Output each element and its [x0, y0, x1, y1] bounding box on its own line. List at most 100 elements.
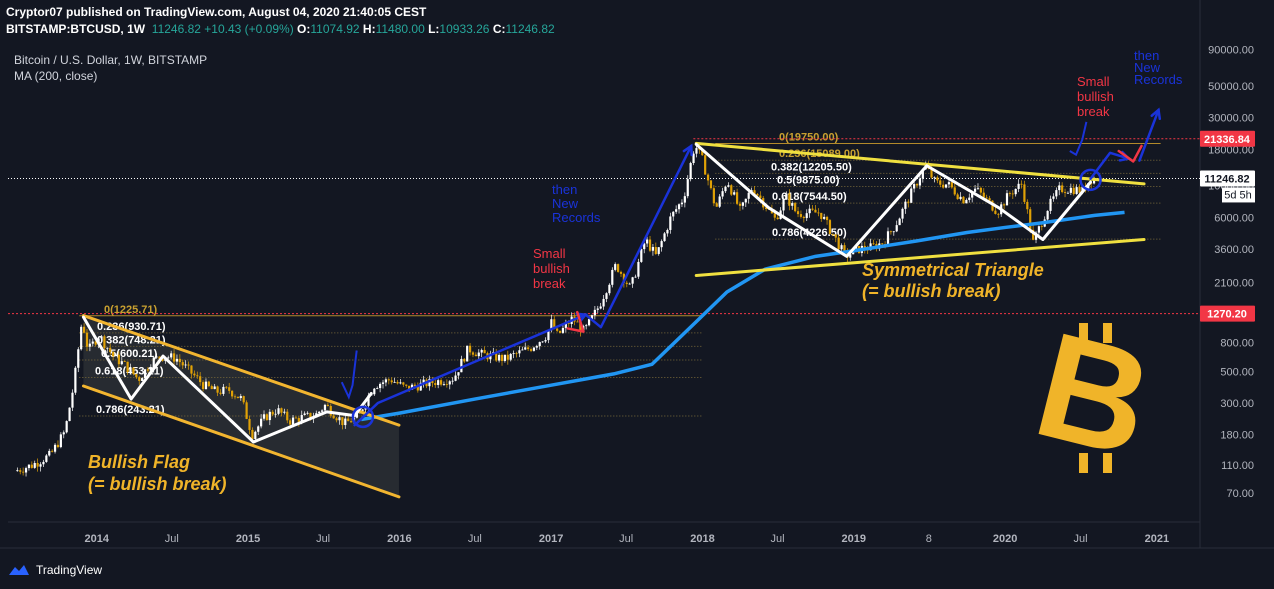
- candle-body: [918, 178, 922, 186]
- close-label: C:: [492, 22, 506, 36]
- candle-body: [442, 384, 446, 385]
- candle-body: [143, 369, 147, 379]
- triangle-label: Symmetrical Triangle: [862, 260, 1044, 280]
- candle-body: [1037, 226, 1041, 233]
- candle-body: [498, 354, 501, 361]
- candle-body: [376, 388, 379, 389]
- price-tag-label: 21336.84: [1204, 134, 1251, 146]
- candle-body: [672, 211, 675, 217]
- candle-body: [286, 411, 289, 421]
- candle-body: [27, 464, 31, 469]
- candle-body: [468, 345, 472, 353]
- bitcoin-logo-stroke: [1079, 323, 1088, 343]
- candle-body: [805, 213, 808, 219]
- candle-body: [1026, 201, 1029, 210]
- candle-body: [616, 264, 620, 272]
- candle-body: [480, 349, 483, 353]
- candle-body: [794, 203, 797, 212]
- candle-body: [982, 192, 985, 198]
- candle-body: [904, 201, 907, 209]
- candle-body: [640, 249, 643, 262]
- candle-body: [42, 461, 45, 465]
- candle-body: [36, 463, 39, 467]
- x-tick-label: Jul: [770, 533, 784, 545]
- flag-target-arrow: [353, 313, 587, 427]
- y-tick-label: 18000.00: [1208, 144, 1254, 156]
- candle-body: [228, 387, 231, 391]
- candle-body: [741, 202, 744, 206]
- candle-body: [773, 213, 776, 218]
- candle-body: [80, 326, 83, 350]
- candle-body: [585, 325, 588, 327]
- candle-body: [355, 413, 358, 418]
- candle-body: [550, 319, 553, 331]
- x-tick-label: 2020: [993, 533, 1017, 545]
- candle-body: [532, 347, 536, 351]
- bullish-flag-sublabel: (= bullish break): [88, 474, 227, 494]
- candle-body: [921, 169, 924, 179]
- candle-body: [283, 411, 286, 413]
- tradingview-footer[interactable]: TradingView: [8, 563, 102, 577]
- small-break-label-2: break: [1077, 104, 1110, 119]
- x-tick-label: 2018: [690, 533, 714, 545]
- new-records-label-2: Records: [1134, 72, 1183, 87]
- candle-body: [997, 213, 1000, 215]
- candle-body: [178, 358, 181, 363]
- candle-body: [338, 417, 341, 421]
- small-break-label-1: Small: [533, 246, 566, 261]
- candle-body: [814, 209, 817, 213]
- candle-body: [379, 383, 382, 389]
- candle-body: [65, 421, 68, 433]
- candle-body: [225, 386, 228, 388]
- candle-body: [500, 354, 504, 361]
- candle-body: [201, 382, 205, 390]
- bitcoin-logo-stroke: [1103, 453, 1112, 473]
- candle-body: [22, 471, 25, 473]
- candle-body: [930, 168, 933, 178]
- candle-body: [706, 174, 710, 181]
- candle-body: [901, 208, 904, 219]
- candle-body: [1075, 187, 1078, 195]
- candle-body: [170, 353, 173, 358]
- symbol-label: BITSTAMP:BTCUSD, 1W: [6, 22, 146, 36]
- candle-body: [886, 231, 890, 245]
- candle-body: [634, 276, 637, 278]
- candle-body: [187, 364, 190, 366]
- candle-body: [959, 196, 962, 200]
- candle-body: [651, 247, 655, 251]
- candle-body: [318, 411, 321, 414]
- candle-body: [381, 382, 385, 384]
- candle-body: [843, 245, 846, 251]
- x-tick-label: 2017: [539, 533, 563, 545]
- candle-body: [123, 361, 126, 362]
- plot-area: [8, 40, 1200, 522]
- candle-body: [837, 237, 840, 250]
- candle-body: [593, 309, 596, 316]
- candle-body: [614, 264, 617, 270]
- candle-body: [1002, 204, 1006, 206]
- x-tick-label: Jul: [468, 533, 482, 545]
- candle-body: [724, 186, 727, 192]
- candle-body: [791, 203, 794, 206]
- candle-body: [561, 327, 565, 333]
- candle-body: [1078, 187, 1081, 193]
- candle-body: [117, 354, 121, 365]
- candle-body: [30, 464, 33, 468]
- candle-body: [100, 336, 103, 339]
- candle-body: [361, 409, 364, 411]
- candle-body: [280, 408, 283, 413]
- y-tick-label: 2100.00: [1214, 277, 1254, 289]
- candle-body: [840, 245, 843, 250]
- candle-body: [239, 396, 242, 399]
- candle-body: [611, 269, 614, 285]
- fib-level-label: 0.236(930.71): [97, 321, 166, 333]
- candle-body: [1011, 193, 1014, 195]
- candle-body: [146, 369, 150, 371]
- candle-body: [808, 208, 811, 214]
- candle-body: [114, 354, 118, 357]
- candle-body: [323, 404, 327, 411]
- candle-body: [19, 470, 22, 472]
- candle-body: [62, 432, 65, 435]
- candle-body: [59, 434, 62, 448]
